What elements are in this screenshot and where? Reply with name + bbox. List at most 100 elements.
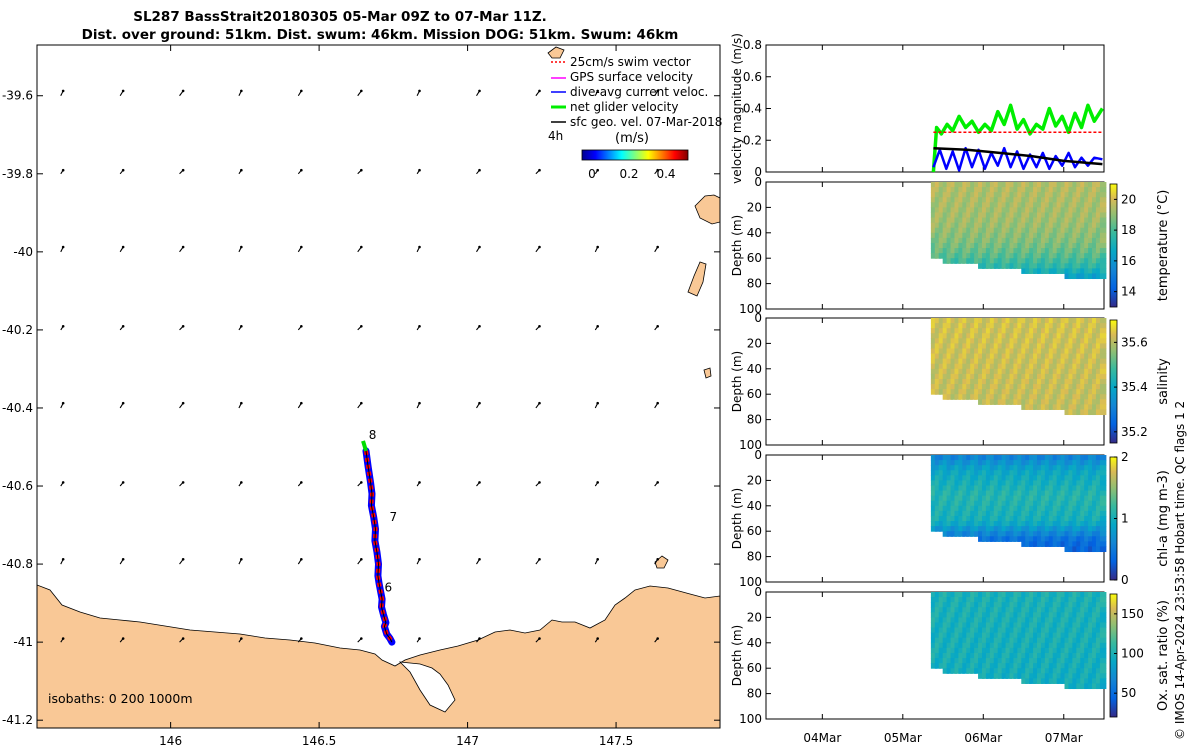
chla-section-cell	[958, 465, 965, 471]
salinity-section-cell	[934, 318, 942, 324]
chla-section-cell	[950, 485, 958, 492]
oxygen-section-cell	[1048, 647, 1056, 654]
chla-section-cell	[970, 495, 977, 502]
temperature-section-cell	[1095, 197, 1103, 203]
salinity-section-cell	[962, 394, 969, 400]
salinity-section-cell	[1076, 343, 1083, 349]
salinity-section-cell	[1048, 384, 1056, 390]
oxygen-section-cell	[954, 663, 961, 669]
chla-section-cell	[1084, 480, 1091, 486]
chla-section-cell	[1001, 510, 1009, 517]
chla-section-cell	[985, 536, 993, 542]
temperature-section-cell	[1052, 187, 1060, 193]
temperature-section-cell	[954, 237, 961, 244]
temperature-section-cell	[1060, 253, 1068, 259]
chla-section-cell	[1095, 536, 1103, 542]
oxygen-section-cell	[942, 627, 950, 634]
chla-section-cell	[954, 505, 961, 512]
salinity-section-cell	[938, 358, 946, 365]
chla-section-cell	[1056, 470, 1064, 476]
salinity-section-cell	[1021, 389, 1028, 395]
chla-section-cell	[1068, 485, 1075, 492]
oxygen-section-cell	[1076, 642, 1083, 649]
oxygen-section-cell	[938, 632, 946, 639]
current-vector-head	[596, 401, 599, 405]
current-vector-head	[656, 245, 659, 249]
oxygen-section-cell	[958, 617, 965, 623]
chla-section-cell	[981, 526, 989, 532]
salinity-section-cell	[1068, 389, 1075, 395]
chla-section-cell	[966, 460, 973, 466]
oxygen-section-cell	[1088, 607, 1095, 613]
temperature-section-cell	[1095, 207, 1103, 213]
oxygen-section-cell	[981, 632, 989, 639]
chla-section-cell	[1060, 455, 1068, 461]
salinity-section-cell	[1099, 389, 1107, 395]
oxygen-section-cell	[962, 642, 969, 649]
chla-section-cell	[1080, 531, 1087, 537]
oxygen-section-cell	[934, 647, 942, 654]
chla-section-cell	[978, 500, 985, 507]
chla-section-cell	[978, 470, 985, 476]
chla-section-cell	[1013, 505, 1020, 512]
salinity-section-cell	[1084, 338, 1091, 344]
oxygen-section-cell	[962, 658, 969, 664]
salinity-section-cell	[1005, 343, 1013, 349]
chla-section-cell	[1052, 500, 1060, 507]
oxygen-section-cell	[930, 602, 938, 608]
chla-section-cell	[1037, 536, 1044, 542]
chla-section-cell	[942, 470, 950, 476]
temperature-section-cell	[1048, 237, 1056, 244]
oxygen-section-cell	[1060, 607, 1068, 613]
oxygen-section-cell	[946, 647, 954, 654]
temperature-section-cell	[1009, 232, 1016, 239]
chla-section-cell	[1017, 455, 1024, 461]
salinity-section-cell	[950, 318, 958, 324]
temperature-section-cell	[978, 232, 985, 239]
oxygen-section-cell	[1060, 668, 1068, 674]
chla-section-cell	[954, 526, 961, 532]
salinity-section-cell	[938, 368, 946, 375]
oxygen-section-cell	[970, 658, 977, 664]
salinity-section-cell	[930, 373, 938, 380]
temperature-section-cell	[970, 217, 977, 224]
current-vector-head	[538, 481, 541, 484]
salinity-section-cell	[962, 368, 969, 375]
salinity-section-cell	[942, 389, 950, 395]
oxygen-section-cell	[1092, 642, 1099, 649]
salinity-section-cell	[1056, 328, 1064, 334]
temperature-section-cell	[981, 242, 989, 249]
chla-section-cell	[1033, 485, 1040, 492]
chla-section-cell	[1005, 455, 1013, 461]
salinity-section-cell	[978, 363, 985, 370]
chla-section-cell	[1060, 526, 1068, 532]
temperature-section-cell	[978, 192, 985, 198]
temperature-section-cell	[938, 242, 946, 249]
legend-cb-tick-0: 0	[588, 167, 596, 181]
salinity-section-cell	[1072, 333, 1079, 339]
oxygen-section-cell	[1009, 642, 1016, 649]
chla-section-cell	[978, 455, 985, 461]
chla-section-ytick-label: 100	[739, 575, 762, 589]
salinity-section-cell	[1005, 373, 1013, 380]
oxygen-section-cell	[1080, 652, 1087, 659]
temperature-section-cell	[1092, 222, 1099, 229]
chla-section-cell	[989, 526, 997, 532]
oxygen-section-cell	[1029, 592, 1036, 598]
salinity-section-cell	[1017, 353, 1024, 360]
oxygen-section-cell	[1095, 683, 1103, 690]
chla-section-cell	[1052, 485, 1060, 492]
temperature-section-cell	[1068, 217, 1075, 224]
oxygen-section-cell	[1025, 658, 1032, 664]
salinity-section-cell	[1088, 404, 1095, 410]
oxygen-section-cell	[1064, 668, 1072, 674]
oxygen-section-cell	[1013, 668, 1020, 674]
salinity-section-cell	[1072, 384, 1079, 390]
temperature-section-cell	[966, 202, 973, 208]
temperature-section-cell	[938, 212, 946, 219]
temperature-section-cell	[1076, 202, 1083, 208]
salinity-section-cell	[1033, 343, 1040, 349]
salinity-section-cell	[1037, 384, 1044, 390]
temperature-section-cell	[1056, 212, 1064, 219]
temperature-section-cell	[1052, 197, 1060, 203]
